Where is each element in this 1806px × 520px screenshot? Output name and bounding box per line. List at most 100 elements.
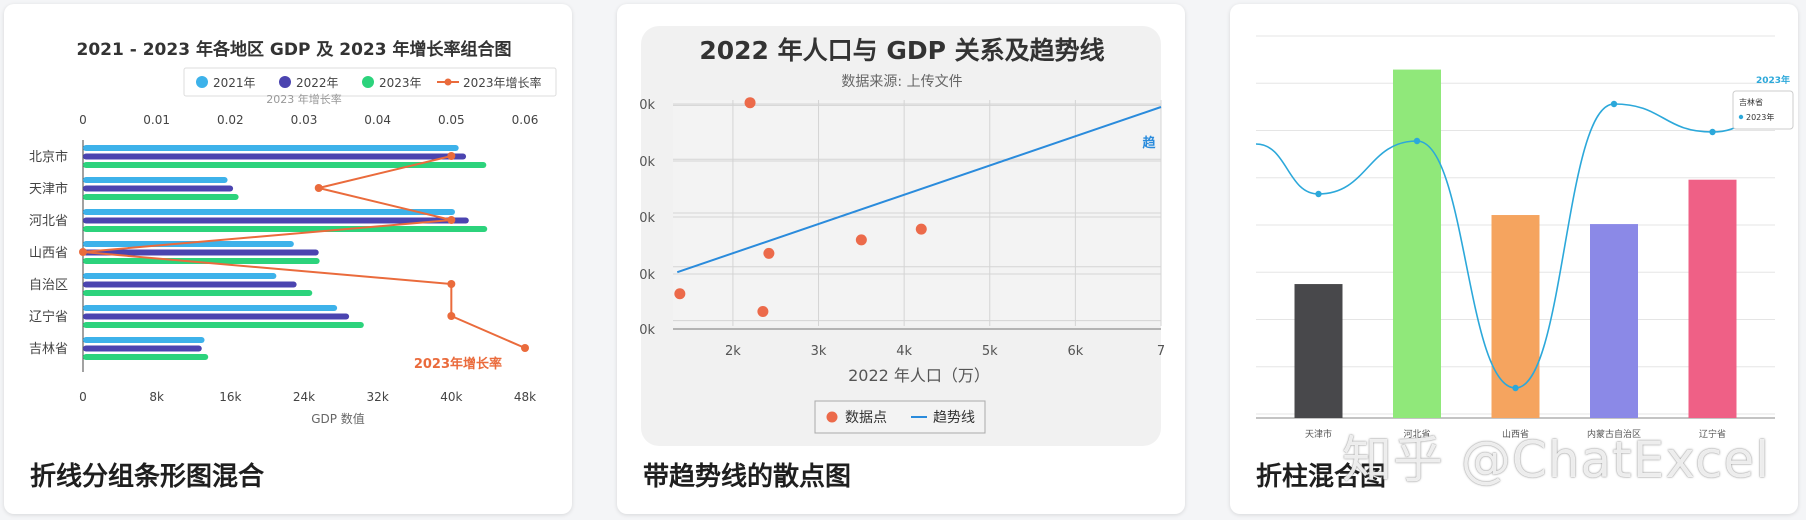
category-label: 河北省 bbox=[29, 214, 68, 229]
growth-point bbox=[1610, 100, 1618, 108]
bar bbox=[1393, 69, 1441, 418]
data-point bbox=[763, 247, 775, 259]
bar bbox=[83, 249, 319, 256]
category-label: 自治区 bbox=[29, 278, 68, 293]
x-tick-label: 5k bbox=[982, 344, 998, 359]
chart-subtitle: 数据来源: 上传文件 bbox=[841, 74, 962, 90]
bar bbox=[83, 305, 338, 311]
category-label: 天津市 bbox=[29, 181, 68, 197]
grouped-bar-line-chart: 2021 - 2023 年各地区 GDP 及 2023 年增长率组合图 2021年… bbox=[29, 39, 557, 426]
bar bbox=[1590, 224, 1638, 418]
x-tick-label: 4k bbox=[896, 344, 912, 359]
bar bbox=[83, 354, 209, 360]
tooltip-marker bbox=[1738, 114, 1744, 120]
bar bbox=[83, 153, 467, 160]
trend-line bbox=[676, 106, 1162, 274]
growth-point bbox=[447, 152, 456, 160]
x-tick-label: 8k bbox=[149, 390, 164, 404]
y-tick-label: 0k bbox=[639, 155, 655, 170]
x-tick-label: 内蒙古自治区 bbox=[1587, 428, 1641, 440]
bar bbox=[83, 337, 205, 343]
legend-marker bbox=[444, 78, 452, 86]
category-label: 辽宁省 bbox=[29, 309, 68, 325]
x-tick-label: 24k bbox=[293, 390, 315, 404]
x-tick-label: 3k bbox=[811, 344, 827, 359]
bar bbox=[83, 217, 469, 224]
bar bbox=[83, 322, 364, 328]
legend-label: 2022年 bbox=[296, 76, 339, 90]
top-tick-label: 0.04 bbox=[364, 113, 391, 127]
growth-point bbox=[447, 312, 456, 320]
x-tick-label: 天津市 bbox=[1305, 428, 1332, 440]
growth-point bbox=[447, 280, 456, 288]
data-point bbox=[915, 223, 927, 235]
growth-point bbox=[521, 344, 529, 352]
x-tick-label: 河北省 bbox=[1403, 428, 1430, 440]
tooltip-series: 2023年 bbox=[1746, 112, 1774, 122]
y-tick-label: 0k bbox=[639, 211, 655, 226]
top-axis-title: 2023 年增长率 bbox=[266, 92, 342, 106]
trend-label: 趋 bbox=[1142, 135, 1156, 151]
chart-title: 2021 - 2023 年各地区 GDP 及 2023 年增长率组合图 bbox=[77, 39, 512, 60]
growth-point bbox=[1315, 190, 1322, 198]
chart-card-2: 2022 年人口与 GDP 关系及趋势线 数据来源: 上传文件 0k 0k 0k 0k 0k… bbox=[617, 4, 1185, 514]
bar bbox=[83, 241, 294, 247]
x-tick-label: 0 bbox=[79, 390, 87, 404]
legend-label: 2023年增长率 bbox=[463, 75, 542, 90]
data-point bbox=[674, 288, 686, 300]
top-tick-label: 0.01 bbox=[143, 113, 170, 127]
bar bbox=[83, 209, 456, 215]
chart-card-1: 2021 - 2023 年各地区 GDP 及 2023 年增长率组合图 2021年… bbox=[4, 4, 572, 514]
bar bbox=[83, 185, 234, 192]
legend-label: 数据点 bbox=[845, 410, 887, 426]
x-tick-label: 48k bbox=[514, 390, 536, 404]
category-label: 吉林省 bbox=[29, 342, 68, 357]
bar bbox=[83, 162, 487, 168]
bar bbox=[83, 177, 228, 183]
legend-marker bbox=[362, 76, 374, 88]
bar bbox=[83, 273, 277, 279]
growth-point bbox=[447, 216, 456, 224]
data-point bbox=[744, 97, 756, 109]
x-axis-title: GDP 数值 bbox=[311, 411, 365, 426]
bar bbox=[83, 226, 488, 232]
legend-box bbox=[814, 400, 986, 434]
legend-label: 趋势线 bbox=[933, 410, 975, 426]
bar bbox=[83, 145, 459, 151]
bar bbox=[83, 281, 297, 288]
card-caption: 折线分组条形图混合 bbox=[30, 462, 265, 492]
x-tick-label: 辽宁省 bbox=[1699, 428, 1726, 440]
bar bbox=[1491, 215, 1540, 418]
growth-point bbox=[1413, 137, 1421, 145]
bar bbox=[83, 345, 202, 352]
growth-point bbox=[1512, 384, 1519, 392]
card-caption: 带趋势线的散点图 bbox=[643, 462, 852, 492]
top-tick-label: 0 bbox=[79, 113, 87, 127]
top-tick-label: 0.03 bbox=[291, 113, 318, 127]
top-tick-label: 0.02 bbox=[217, 113, 244, 127]
bar bbox=[1688, 179, 1737, 418]
top-tick-label: 0.06 bbox=[512, 113, 539, 127]
growth-point bbox=[1709, 128, 1716, 136]
tooltip-title: 吉林省 bbox=[1739, 97, 1763, 107]
legend-label: 2021年 bbox=[213, 76, 256, 90]
chart-card-3: 天津市 河北省 山西省 内蒙古自治区 辽宁省 2023年 吉林省 2023年 折柱混合图 bbox=[1230, 4, 1798, 514]
data-point bbox=[855, 234, 867, 246]
watermark-text: 知乎 @ChatExcel bbox=[1342, 431, 1771, 489]
chart-title: 2022 年人口与 GDP 关系及趋势线 bbox=[699, 36, 1104, 65]
x-tick-label: 16k bbox=[219, 390, 241, 404]
x-tick-label: 32k bbox=[367, 390, 389, 404]
x-tick-label: 2k bbox=[725, 344, 741, 359]
category-label: 北京市 bbox=[29, 149, 68, 165]
legend: 2021年 2022年 2023年 2023年增长率 bbox=[183, 67, 557, 97]
data-point bbox=[757, 305, 769, 317]
legend-label: 2023年 bbox=[379, 76, 422, 90]
line-series-label: 2023年 bbox=[1756, 74, 1790, 86]
bar bbox=[83, 194, 239, 200]
y-tick-label: 0k bbox=[639, 98, 655, 113]
x-tick-label: 山西省 bbox=[1502, 428, 1529, 440]
y-tick-label: 0k bbox=[639, 268, 655, 283]
bar bbox=[83, 258, 320, 264]
x-axis-title: 2022 年人口（万） bbox=[848, 366, 990, 385]
